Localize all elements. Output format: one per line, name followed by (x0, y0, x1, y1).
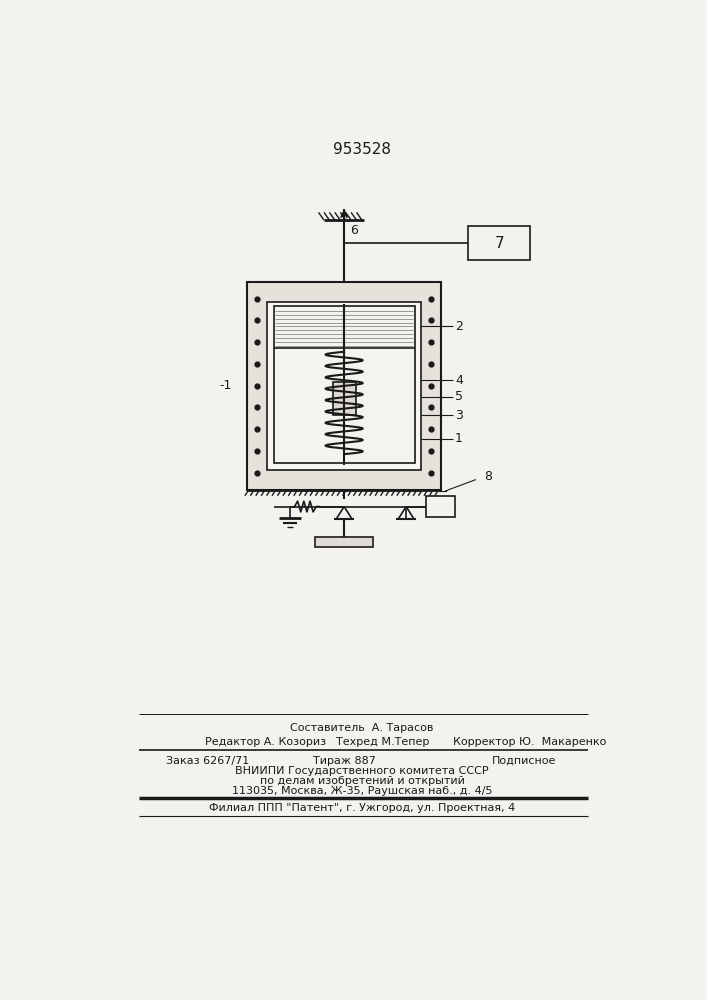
Text: Заказ 6267/71: Заказ 6267/71 (166, 756, 249, 766)
Bar (332, 382, 356, 415)
Text: 2: 2 (455, 320, 463, 333)
Text: 7: 7 (494, 236, 504, 251)
Text: 113035, Москва, Ж-35, Раушская наб., д. 4/5: 113035, Москва, Ж-35, Раушская наб., д. … (232, 786, 492, 796)
Text: Тираж 887: Тираж 887 (312, 756, 375, 766)
Text: 1: 1 (455, 432, 463, 445)
Text: Составитель  А. Тарасов: Составитель А. Тарасов (291, 723, 433, 733)
Text: Корректор Ю.  Макаренко: Корректор Ю. Макаренко (452, 737, 606, 747)
Bar (426, 496, 455, 517)
Bar (274, 306, 414, 463)
Bar (468, 226, 530, 260)
Bar (267, 302, 421, 470)
Text: по делам изобретений и открытий: по делам изобретений и открытий (259, 776, 464, 786)
Text: Филиал ППП "Патент", г. Ужгород, ул. Проектная, 4: Филиал ППП "Патент", г. Ужгород, ул. Про… (209, 803, 515, 813)
Bar (247, 282, 441, 490)
Text: Подписное: Подписное (491, 756, 556, 766)
Text: Редактор А. Козориз: Редактор А. Козориз (204, 737, 326, 747)
Text: -1: -1 (219, 379, 232, 392)
Text: −: − (438, 486, 448, 499)
Text: Техред М.Тепер: Техред М.Тепер (337, 737, 430, 747)
Text: 3: 3 (455, 409, 463, 422)
Text: 953528: 953528 (333, 142, 391, 157)
Text: 6: 6 (351, 224, 358, 237)
Text: 4: 4 (455, 374, 463, 387)
Text: ВНИИПИ Государственного комитета СССР: ВНИИПИ Государственного комитета СССР (235, 766, 489, 776)
Bar (315, 537, 373, 547)
Text: 5: 5 (455, 390, 463, 403)
Text: 8: 8 (484, 470, 491, 483)
